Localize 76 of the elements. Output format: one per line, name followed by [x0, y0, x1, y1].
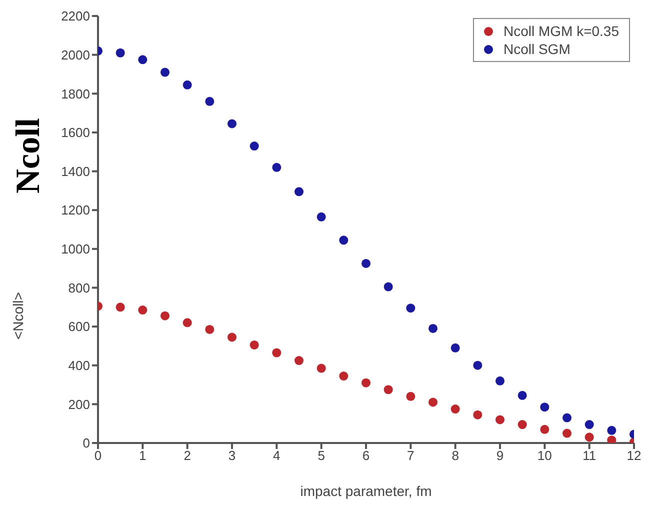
x-tick-label: 9 [496, 448, 504, 464]
point [138, 306, 148, 315]
x-tick-label: 5 [318, 448, 325, 464]
point [518, 390, 527, 400]
point [316, 212, 326, 222]
x-tick-label: 0 [94, 448, 102, 464]
point [361, 258, 371, 268]
point [138, 55, 148, 64]
y-tick-label: 2000 [61, 47, 90, 62]
x-tick-label: 10 [537, 448, 552, 464]
y-tick-label: 1200 [61, 202, 90, 218]
point [428, 324, 438, 333]
point [473, 410, 482, 420]
x-tick-label: 11 [582, 448, 596, 464]
point [205, 96, 214, 106]
text: Ncoll [10, 118, 48, 194]
x-tick-label: 6 [362, 448, 370, 464]
point [227, 119, 237, 128]
point [160, 311, 170, 320]
point [316, 364, 326, 373]
point [518, 420, 527, 430]
x-tick-label: 4 [273, 448, 280, 464]
point [294, 187, 304, 196]
point [607, 436, 616, 443]
y-tick-label: 1400 [61, 164, 90, 179]
x-tick-label: 1 [139, 448, 146, 464]
point [339, 372, 348, 381]
y-tick-label: 400 [68, 358, 90, 373]
point [227, 332, 237, 342]
y-tick-label: 2200 [61, 8, 90, 24]
y-axis-title: <Ncoll> [10, 292, 26, 340]
point [495, 415, 505, 424]
point [584, 432, 594, 442]
y-tick-label: 1800 [61, 86, 90, 102]
legend-label: Ncoll SGM [503, 40, 570, 58]
point [473, 360, 482, 370]
point [562, 413, 572, 422]
point [182, 318, 192, 328]
point [495, 376, 505, 386]
y-tick-label: 200 [68, 396, 90, 412]
x-tick-label: 8 [452, 448, 459, 464]
x-axis-title: impact parameter, fm [300, 483, 432, 499]
point [607, 426, 616, 435]
point [339, 236, 348, 245]
point [384, 385, 393, 394]
x-tick-label: 12 [626, 448, 642, 464]
x-tick-label: 2 [184, 448, 191, 464]
point [428, 398, 438, 407]
x-tick-label: 7 [407, 448, 414, 464]
point [406, 304, 416, 313]
point [450, 343, 460, 352]
point [384, 282, 393, 292]
y-tick-label: 600 [68, 319, 90, 334]
point [406, 392, 416, 401]
y-tick-label: 800 [68, 280, 90, 296]
point [205, 324, 214, 334]
point [584, 420, 594, 430]
y-tick-label: 1600 [61, 125, 90, 140]
y-tick-label: 1000 [61, 242, 90, 257]
x-tick-label: 3 [228, 448, 236, 464]
point [272, 162, 282, 172]
point [116, 48, 125, 58]
point [160, 68, 170, 77]
point [116, 302, 125, 312]
point [540, 402, 550, 412]
y-tick-label: 0 [82, 436, 90, 451]
point [562, 428, 572, 438]
legend-label: Ncoll MGM k=0.35 [503, 22, 619, 40]
point [294, 356, 304, 366]
point [361, 378, 371, 388]
point [450, 404, 460, 414]
point [250, 340, 259, 350]
point [540, 424, 550, 434]
point [272, 348, 282, 358]
point [182, 80, 192, 90]
point [250, 142, 259, 151]
